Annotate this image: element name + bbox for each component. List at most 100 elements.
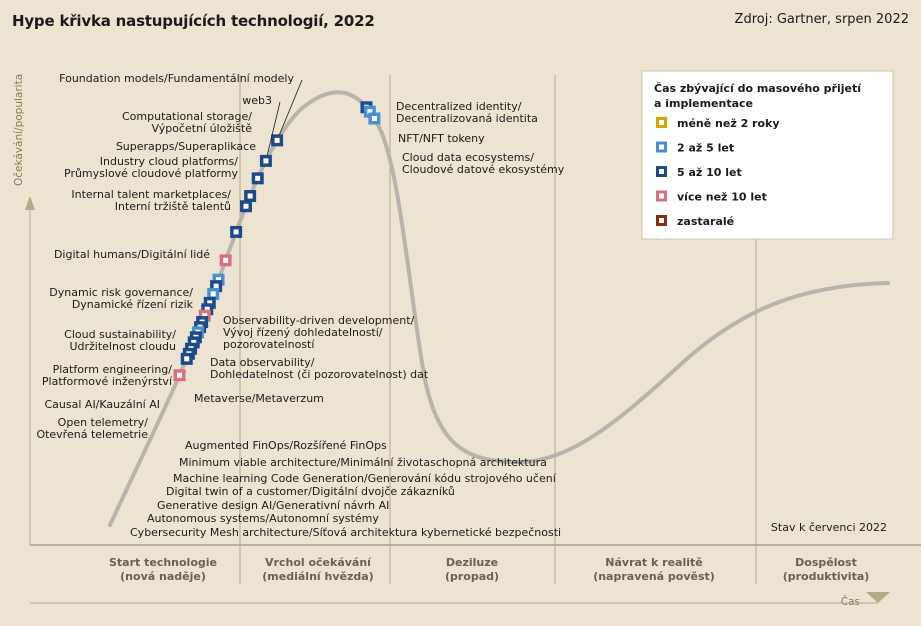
point-label: Open telemetry/Otevřená telemetrie xyxy=(36,416,148,441)
y-axis-arrow-icon xyxy=(25,196,35,210)
point-marker-center xyxy=(204,306,210,312)
point-label: Digital humans/Digitální lidé xyxy=(54,248,210,261)
legend-item-label: 2 až 5 let xyxy=(677,142,734,155)
point-label-line: Autonomous systems/Autonomní systémy xyxy=(147,512,379,525)
point-label: Computational storage/Výpočetní úložiště xyxy=(122,110,252,135)
point-label: Cloud sustainability/Udržitelnost cloudu xyxy=(64,328,176,353)
point-label-line: Minimum viable architecture/Minimální ži… xyxy=(179,456,547,469)
point-label: Internal talent marketplaces/Interní trž… xyxy=(71,188,231,213)
point-marker-center xyxy=(255,175,261,181)
hype-point: Superapps/Superaplikace xyxy=(116,140,256,203)
point-label-line: Interní tržiště talentů xyxy=(115,200,231,213)
point-label: Digital twin of a customer/Digitální dvo… xyxy=(166,485,455,498)
hype-point: Cloud sustainability/Udržitelnost cloudu xyxy=(64,287,220,353)
point-label-line: Cloud data ecosystems/ xyxy=(402,151,534,164)
point-label-line: Otevřená telemetrie xyxy=(36,428,148,441)
legend-swatch-center xyxy=(659,169,664,174)
legend-box xyxy=(641,70,894,240)
legend-swatch-center xyxy=(659,218,664,223)
point-marker-center xyxy=(210,291,216,297)
point-label: Industry cloud platforms/Průmyslové clou… xyxy=(64,155,238,180)
point-label-line: Výpočetní úložiště xyxy=(151,122,252,135)
hype-point: Autonomous systems/Autonomní systémy xyxy=(147,352,379,525)
point-label-line: Digital humans/Digitální lidé xyxy=(54,248,210,261)
phase-label: Návrat k realitě xyxy=(605,556,702,569)
point-marker-center xyxy=(213,283,219,289)
hype-point: Cloud data ecosystems/Cloudové datové ek… xyxy=(368,112,565,176)
point-label: Superapps/Superaplikace xyxy=(116,140,256,153)
legend-item-label: zastaralé xyxy=(677,215,734,228)
point-label-line: Foundation models/Fundamentální modely xyxy=(59,72,294,85)
point-marker-center xyxy=(207,300,213,306)
phase-label: Dospělost xyxy=(795,556,857,569)
point-label-line: Cloud sustainability/ xyxy=(64,328,176,341)
point-label: Platform engineering/Platformové inženýr… xyxy=(42,363,173,388)
legend: Čas zbývající do masového přijetí a impl… xyxy=(641,70,894,240)
hype-point: Observability-driven development/Vývoj ř… xyxy=(210,280,415,351)
hype-point: Platform engineering/Platformové inženýr… xyxy=(42,303,214,388)
point-marker-center xyxy=(223,257,229,263)
point-label: Observability-driven development/Vývoj ř… xyxy=(223,314,415,351)
point-label-line: Metaverse/Metaverzum xyxy=(194,392,324,405)
point-marker-center xyxy=(247,193,253,199)
hype-point: Data observability/Dohledatelnost (či po… xyxy=(203,296,429,381)
point-label-line: Průmyslové cloudové platformy xyxy=(64,167,238,180)
page-title: Hype křivka nastupujících technologií, 2… xyxy=(12,12,375,30)
point-label-line: Computational storage/ xyxy=(122,110,252,123)
point-label-line: Open telemetry/ xyxy=(58,416,149,429)
point-label-line: web3 xyxy=(242,94,272,107)
point-label-line: Udržitelnost cloudu xyxy=(69,340,176,353)
point-marker-center xyxy=(191,339,197,345)
point-label-line: Dynamic risk governance/ xyxy=(49,286,193,299)
legend-title: Čas zbývající do masového přijetí xyxy=(654,82,862,95)
point-label-line: Industry cloud platforms/ xyxy=(100,155,238,168)
point-marker-center xyxy=(216,277,222,283)
status-note: Stav k červenci 2022 xyxy=(771,521,887,534)
point-label-line: NFT/NFT tokeny xyxy=(398,132,485,145)
phase-label: Vrchol očekávání xyxy=(265,556,372,569)
point-label-line: Dohledatelnost (či pozorovatelnost) dat xyxy=(210,368,429,381)
point-label-line: Cybersecurity Mesh architecture/Síťová a… xyxy=(130,526,561,539)
point-label: Dynamic risk governance/Dynamické řízení… xyxy=(49,286,193,311)
point-label: Generative design AI/Generativní návrh A… xyxy=(157,499,389,512)
point-marker-center xyxy=(184,356,190,362)
point-label-line: Vývoj řízený dohledatelností/ xyxy=(223,326,383,339)
point-label: Data observability/Dohledatelnost (či po… xyxy=(210,356,429,381)
source-note: Zdroj: Gartner, srpen 2022 xyxy=(734,12,909,27)
hype-point: web3 xyxy=(242,94,281,167)
point-label: web3 xyxy=(242,94,272,107)
hype-point: Industry cloud platforms/Průmyslové clou… xyxy=(64,155,252,213)
leader-line xyxy=(265,101,281,161)
point-label-line: Decentralizovaná identita xyxy=(396,112,538,125)
point-label: Causal AI/Kauzální AI xyxy=(45,398,161,411)
phase-label: Start technologie xyxy=(109,556,217,569)
point-label-line: Observability-driven development/ xyxy=(223,314,415,327)
hype-point: Digital humans/Digitální lidé xyxy=(54,248,232,267)
point-marker-center xyxy=(202,313,208,319)
point-label-line: Platformové inženýrství xyxy=(42,375,173,388)
point-label: Foundation models/Fundamentální modely xyxy=(59,72,294,85)
point-label-line: Data observability/ xyxy=(210,356,315,369)
point-marker-center xyxy=(371,115,377,121)
hype-point: Open telemetry/Otevřená telemetrie xyxy=(36,321,207,441)
legend-item-label: méně než 2 roky xyxy=(677,117,780,130)
legend-item-label: více než 10 let xyxy=(677,191,767,204)
point-marker-center xyxy=(177,372,183,378)
point-label: Cloud data ecosystems/Cloudové datové ek… xyxy=(402,151,565,176)
x-axis-label: Čas xyxy=(841,595,860,608)
point-label: Machine learning Code Generation/Generov… xyxy=(173,472,557,485)
phase-label: Deziluze xyxy=(446,556,498,569)
point-label: Decentralized identity/Decentralizovaná … xyxy=(396,100,538,125)
point-label-line: pozorovatelností xyxy=(223,338,315,351)
point-label-line: Augmented FinOps/Rozšířené FinOps xyxy=(185,439,387,452)
legend-swatch-center xyxy=(659,120,664,125)
point-marker-center xyxy=(367,109,373,115)
point-label-line: Dynamické řízení rizik xyxy=(72,298,194,311)
point-marker-center xyxy=(274,137,280,143)
point-marker-center xyxy=(263,158,269,164)
phase-sublabel: (produktivita) xyxy=(783,570,870,583)
point-marker-center xyxy=(233,229,239,235)
point-label-line: Internal talent marketplaces/ xyxy=(71,188,231,201)
